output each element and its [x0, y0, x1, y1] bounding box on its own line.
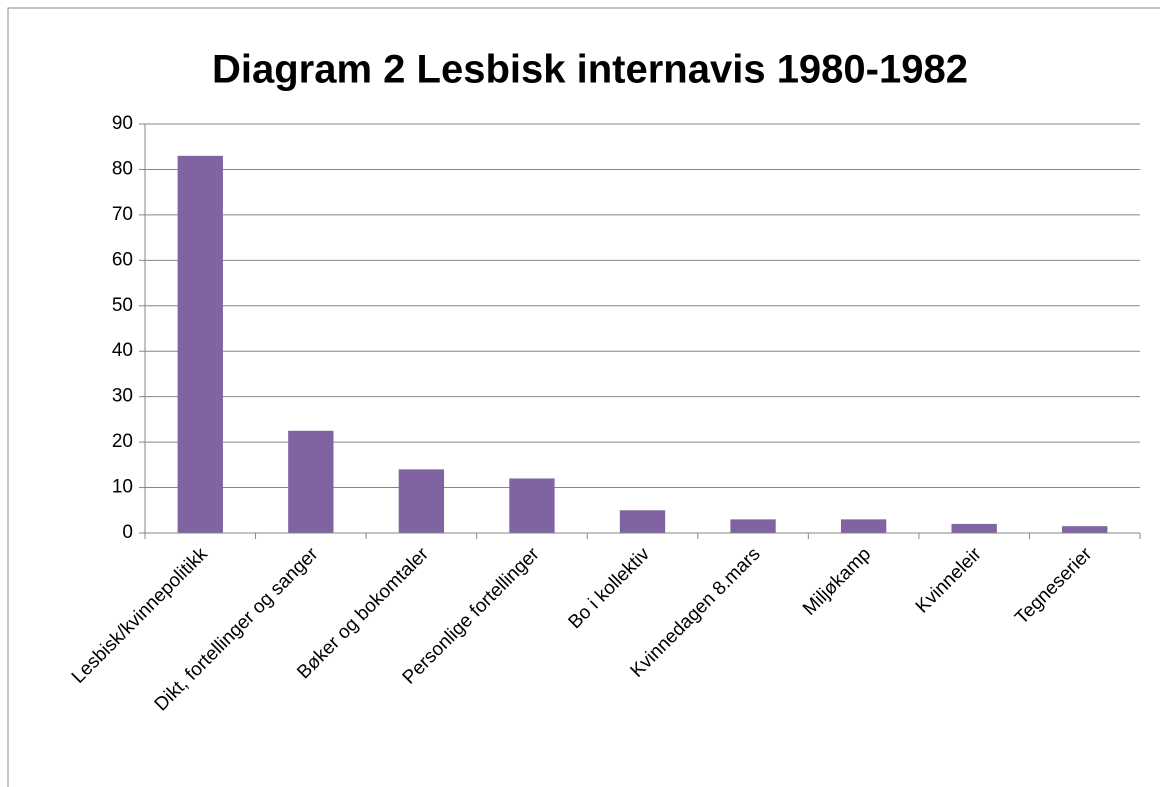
bar — [509, 478, 555, 533]
y-tick-label: 30 — [112, 386, 133, 407]
bar — [177, 155, 223, 534]
bar — [840, 519, 887, 533]
bar — [398, 469, 445, 533]
bar — [730, 519, 776, 533]
bar — [951, 523, 997, 533]
y-tick-label: 0 — [122, 522, 133, 543]
y-tick-label: 60 — [112, 249, 133, 270]
y-tick-label: 10 — [112, 477, 133, 498]
bar — [619, 510, 666, 533]
y-tick-label: 90 — [112, 113, 133, 134]
y-tick-label: 50 — [112, 295, 133, 316]
bar — [288, 430, 334, 533]
chart-title: Diagram 2 Lesbisk internavis 1980-1982 — [212, 48, 968, 92]
y-tick-label: 20 — [112, 431, 133, 452]
y-tick-label: 80 — [112, 158, 133, 179]
y-tick-label: 70 — [112, 204, 133, 225]
bar — [1062, 526, 1108, 533]
y-tick-label: 40 — [112, 340, 133, 361]
